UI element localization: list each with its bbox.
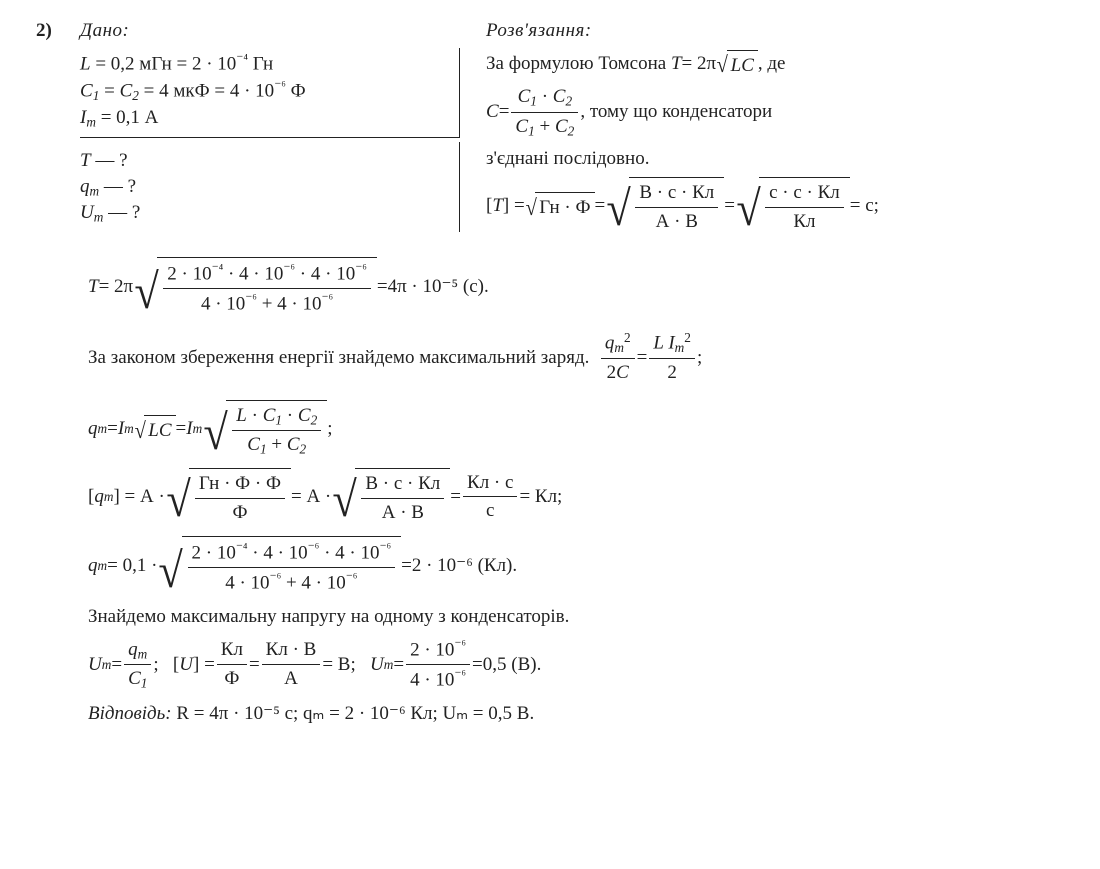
value: 2 · 10⁻⁶ (Кл). (412, 553, 517, 579)
qm-units: [qm] = А · √ Гн · Ф · ФФ = А · √ В · с ·… (88, 468, 1060, 525)
find-line: T — ? (80, 148, 441, 174)
c-formula: C = C1 · C2 C1 + C2 , тому що конденсато… (486, 84, 1060, 140)
given-line: L = 0,2 мГн = 2 · 10⁻⁴ Гн (80, 50, 441, 77)
exp: ⁻⁶ (274, 78, 286, 93)
given-known-block: L = 0,2 мГн = 2 · 10⁻⁴ Гн C1 = C2 = 4 мк… (80, 48, 460, 138)
u-formula: Um = qmC1; [U] = КлФ = Кл · ВА = В; Um =… (88, 636, 1060, 694)
fraction: C1 · C2 C1 + C2 (511, 84, 578, 140)
answer-label: Відповідь: (88, 701, 172, 727)
value: 0,5 (В). (483, 652, 542, 678)
given-line: C1 = C2 = 4 мкФ = 4 · 10⁻⁶ Ф (80, 77, 441, 105)
given-solution-row: 2) Дано: L = 0,2 мГн = 2 · 10⁻⁴ Гн C1 = … (36, 18, 1060, 241)
solution-column: Розв'язання: За формулою Томсона T = 2π … (460, 18, 1060, 241)
sqrt: √LC (716, 50, 758, 79)
u-intro: Знайдемо максимальну напругу на одному з… (88, 604, 1060, 630)
given-title: Дано: (80, 18, 460, 44)
qm-numeric: qm = 0,1 · √ 2 · 10⁻⁴ · 4 · 10⁻⁶ · 4 · 1… (88, 536, 1060, 597)
t-units: [T] = √Гн · Ф = √ В · с · КлА · В = √ с … (486, 177, 1060, 234)
sqrt: √ с · с · КлКл (735, 177, 850, 234)
sqrt: √ 2 · 10⁻⁴ · 4 · 10⁻⁶ · 4 · 10⁻⁶ 4 · 10⁻… (133, 257, 377, 318)
solution-title: Розв'язання: (486, 18, 1060, 44)
text: За законом збереження енергії знайдемо м… (88, 345, 589, 371)
sqrt: √Гн · Ф (525, 192, 595, 221)
qm-formula: qm = Im √LC = Im √ L · C1 · C2 C1 + C2 ; (88, 400, 1060, 459)
given-find-block: T — ? qm — ? Um — ? (80, 142, 460, 232)
energy-text: За законом збереження енергії знайдемо м… (88, 329, 1060, 386)
find-line: Um — ? (80, 200, 441, 226)
t-numeric: T = 2π √ 2 · 10⁻⁴ · 4 · 10⁻⁶ · 4 · 10⁻⁶ … (88, 257, 1060, 318)
thomson-line: За формулою Томсона T = 2π √LC , де (486, 50, 1060, 79)
given-line: Im = 0,1 А (80, 105, 441, 131)
problem-number: 2) (36, 18, 80, 44)
sqrt: √ В · с · КлА · В (605, 177, 724, 234)
text: За формулою Томсона (486, 51, 666, 77)
answer: R = 4π · 10⁻⁵ с; qₘ = 2 · 10⁻⁶ Кл; Uₘ = … (176, 701, 534, 727)
exp: ⁻⁴ (236, 51, 248, 66)
value: 4π · 10⁻⁵ (с). (388, 274, 489, 300)
text: , де (758, 51, 786, 77)
given-column: Дано: L = 0,2 мГн = 2 · 10⁻⁴ Гн C1 = C2 … (80, 18, 460, 236)
answer-line: Відповідь: R = 4π · 10⁻⁵ с; qₘ = 2 · 10⁻… (88, 701, 1060, 727)
series-text: з'єднані послідовно. (486, 146, 1060, 172)
text: , тому що конденсатори (580, 99, 772, 125)
find-line: qm — ? (80, 174, 441, 200)
